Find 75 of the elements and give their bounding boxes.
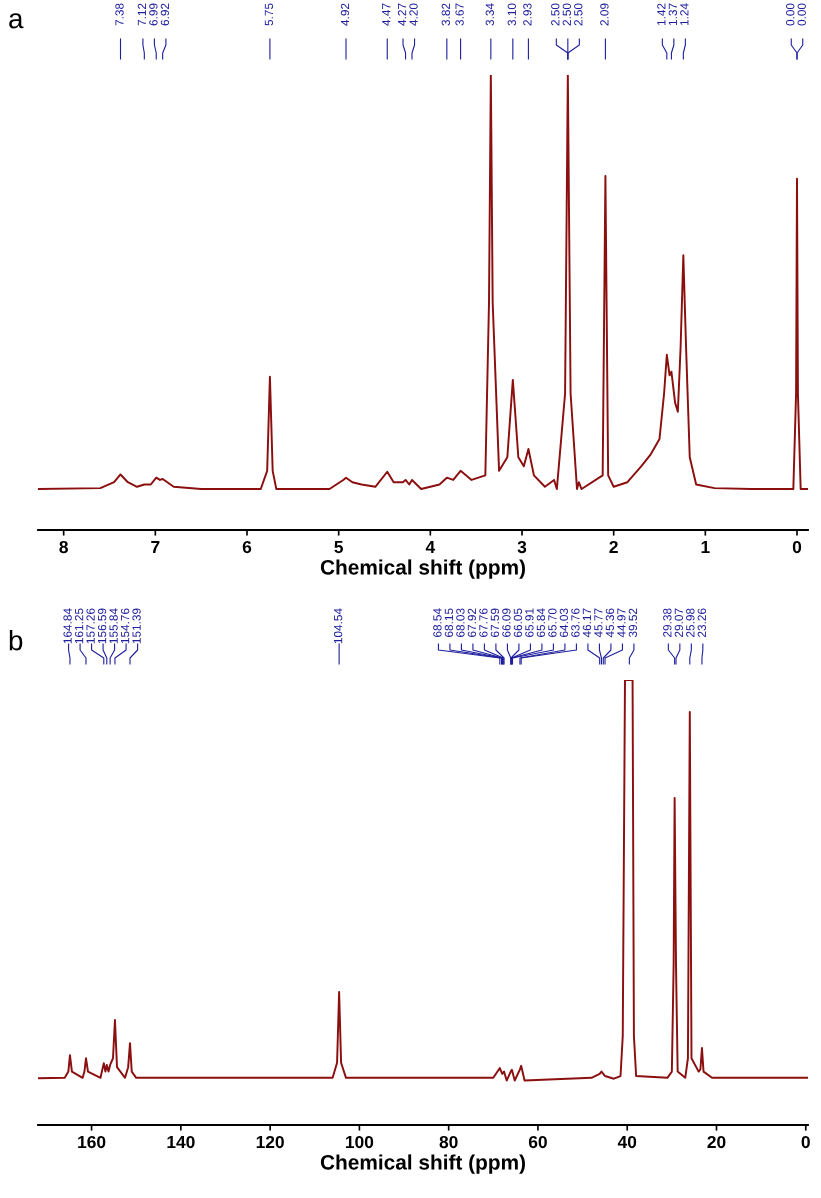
annotation: 45.36	[605, 608, 615, 638]
annotation: 3.10	[507, 3, 516, 26]
annotation: 151.39	[132, 608, 141, 644]
annotation: 154.76	[120, 608, 130, 644]
annotation: 1.42	[657, 3, 666, 26]
x-tick-label: 140	[167, 1135, 195, 1149]
annotation: 5.75	[264, 3, 274, 26]
annotation: 2.50	[551, 3, 560, 26]
annotation: 65.91	[525, 608, 534, 637]
annotation: 2.09	[600, 3, 609, 26]
x-tick-label: 2	[609, 540, 618, 553]
x-tick-label: 160	[78, 1135, 106, 1149]
annotation: 2.50	[562, 3, 571, 26]
annotation: 68.03	[456, 608, 465, 637]
x-axis-title: Chemical shift (ppm)	[320, 559, 525, 579]
annotation: 39.52	[628, 608, 638, 638]
chart-title: b	[9, 630, 23, 651]
chart-title: a	[9, 13, 24, 29]
annotation: 164.84	[63, 608, 72, 644]
x-tick-label: 40	[617, 1135, 637, 1149]
annotation: 0.00	[797, 3, 806, 26]
x-tick-label: 8	[59, 540, 68, 554]
annotation: 3.82	[441, 3, 450, 26]
x-tick-label: 5	[334, 541, 344, 554]
annotation: 68.15	[444, 608, 454, 637]
annotation: 2.50	[574, 3, 583, 26]
annotation: 4.20	[409, 3, 418, 26]
annotation: 3.67	[455, 3, 464, 26]
annotation: 25.98	[686, 608, 695, 637]
annotation: 157.26	[86, 608, 95, 644]
annotation: 44.97	[617, 608, 626, 638]
annotation: 4.92	[340, 3, 350, 26]
annotation: 63.76	[571, 608, 580, 637]
annotation: 65.84	[536, 608, 546, 637]
annotation: 23.26	[697, 608, 707, 637]
annotation: 66.09	[502, 608, 511, 637]
x-tick-label: 3	[517, 540, 527, 554]
annotation: 161.25	[74, 608, 84, 644]
x-axis-title: Chemical shift (ppm)	[320, 1154, 525, 1174]
annotation: 29.38	[663, 608, 672, 637]
annotation: 156.59	[97, 608, 107, 644]
annotation: 66.05	[513, 608, 523, 637]
x-tick-label: 4	[425, 541, 436, 553]
x-tick-label: 100	[346, 1135, 374, 1149]
x-tick-label: 60	[528, 1135, 547, 1149]
annotation: 155.84	[109, 608, 118, 644]
annotation: 29.07	[674, 608, 684, 637]
x-tick-label: 7	[151, 541, 160, 553]
annotation: 104.54	[333, 608, 343, 644]
x-tick-label: 6	[242, 540, 252, 554]
annotation: 67.92	[467, 608, 477, 637]
x-tick-label: 120	[256, 1135, 284, 1149]
annotation: 0.00	[786, 3, 795, 26]
x-tick-label: 80	[439, 1135, 458, 1149]
annotation: 1.37	[668, 3, 678, 26]
annotation: 67.76	[479, 608, 488, 637]
x-tick-label: 1	[701, 541, 710, 553]
annotation: 3.34	[485, 3, 494, 26]
annotation: 6.92	[160, 3, 170, 26]
annotation: 6.99	[149, 3, 158, 26]
annotation: 68.54	[433, 608, 442, 637]
annotation: 46.17	[582, 608, 592, 638]
annotation: 2.93	[523, 3, 532, 26]
annotation: 4.27	[397, 3, 407, 26]
x-tick-label: 0	[792, 540, 802, 554]
annotation: 7.12	[137, 3, 146, 26]
x-tick-label: 0	[801, 1135, 810, 1149]
x-tick-label: 20	[707, 1135, 726, 1149]
annotation: 7.38	[115, 3, 124, 26]
annotation: 4.47	[382, 3, 391, 26]
annotation: 64.03	[559, 608, 569, 637]
annotation: 45.77	[594, 608, 603, 638]
annotation: 65.70	[548, 608, 557, 637]
annotation: 1.24	[680, 3, 689, 26]
annotation: 67.59	[490, 608, 500, 637]
